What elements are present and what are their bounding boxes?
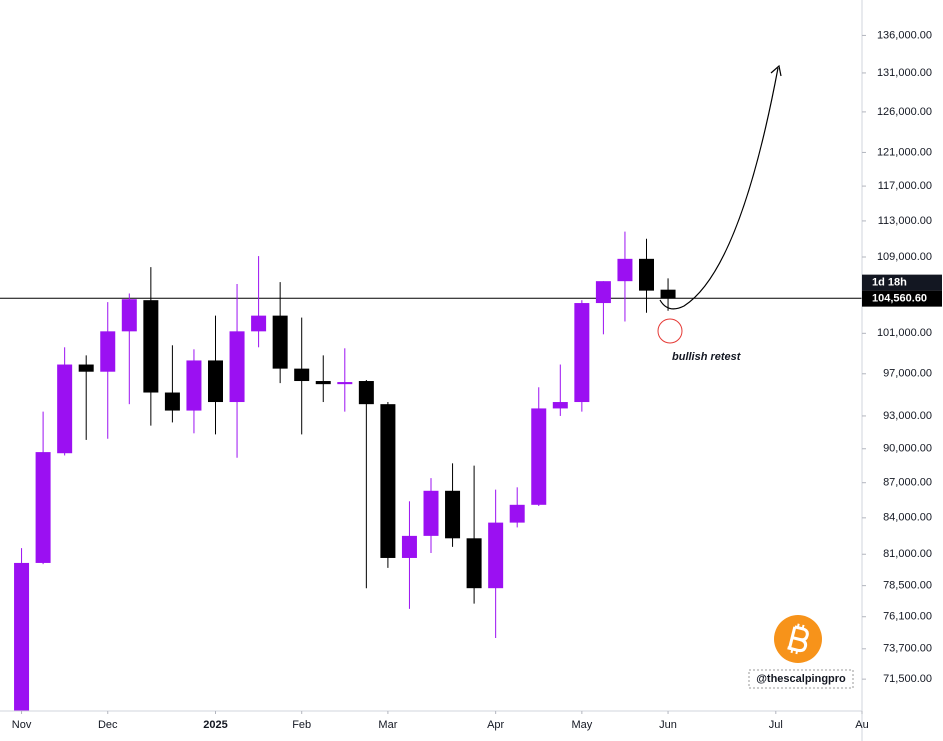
last-price-label: 104,560.60 — [872, 293, 927, 305]
candle-body — [315, 381, 331, 385]
y-tick-label: 81,000.00 — [883, 548, 932, 560]
last-price-box — [862, 290, 942, 307]
x-tick-label: May — [571, 719, 592, 731]
y-tick-label: 73,700.00 — [883, 643, 932, 655]
y-tick-label: 109,000.00 — [877, 251, 932, 263]
x-tick-label: Nov — [12, 719, 32, 731]
y-tick-label: 117,000.00 — [878, 180, 932, 192]
candle-body — [78, 364, 94, 372]
y-tick-label: 113,000.00 — [878, 215, 932, 227]
candle-body — [186, 360, 202, 411]
candle-body — [660, 289, 676, 299]
annotation: bullish retest — [672, 351, 742, 363]
candle-body — [509, 504, 525, 523]
candle-body — [617, 258, 633, 282]
retest-circle — [657, 318, 683, 344]
y-tick-label: 93,000.00 — [883, 410, 932, 422]
y-tick-label: 131,000.00 — [877, 67, 932, 79]
candle-body — [639, 258, 654, 291]
x-tick-label: Feb — [292, 719, 311, 731]
candle-body — [337, 382, 353, 385]
candle-body — [208, 360, 223, 403]
x-tick-label: 2025 — [203, 719, 227, 731]
candle-body — [272, 315, 288, 369]
y-tick-label: 121,000.00 — [877, 146, 932, 158]
plot-area — [0, 231, 862, 711]
candle-body — [531, 408, 547, 505]
candle-body — [57, 364, 73, 454]
candle-body — [14, 562, 30, 711]
y-tick-label: 84,000.00 — [883, 512, 932, 524]
candle-body — [595, 281, 611, 304]
watermark-box — [748, 669, 854, 689]
candle-body — [143, 300, 159, 393]
y-tick-label: 126,000.00 — [877, 106, 932, 118]
y-tick-label: 136,000.00 — [877, 29, 932, 41]
candle-body — [574, 303, 590, 403]
y-tick-label: 78,500.00 — [883, 580, 932, 592]
projection-arrow — [659, 67, 779, 310]
candle-body — [251, 315, 267, 332]
candle-body — [401, 535, 417, 558]
x-tick-label: Dec — [98, 719, 118, 731]
y-tick-label: 71,500.00 — [883, 673, 932, 685]
candle-body — [552, 402, 568, 409]
y-tick-label: 76,100.00 — [883, 611, 932, 623]
x-tick-label: Au — [855, 719, 868, 731]
candle-body — [466, 538, 482, 589]
candle-body — [294, 368, 310, 382]
x-tick-label: Mar — [378, 719, 397, 731]
y-tick-label: 101,000.00 — [877, 327, 932, 339]
y-tick-label: 90,000.00 — [883, 443, 932, 455]
candle-body — [229, 331, 245, 403]
x-tick-label: Jul — [769, 719, 783, 731]
x-tick-label: Jun — [659, 719, 677, 731]
candle-body — [121, 299, 137, 332]
x-tick-label: Apr — [487, 719, 504, 731]
y-tick-label: 97,000.00 — [883, 368, 932, 380]
countdown: 1d 18h — [872, 277, 907, 289]
candle-body — [380, 404, 396, 558]
candle-body — [488, 522, 504, 589]
candle-body — [100, 331, 116, 372]
watermark: @thescalpingpro — [756, 673, 846, 685]
countdown-box — [862, 274, 942, 291]
bitcoin-glyph — [787, 623, 809, 655]
candle-body — [35, 452, 51, 563]
candle-body — [358, 381, 374, 405]
y-tick-label: 87,000.00 — [883, 477, 932, 489]
candle-body — [445, 490, 461, 539]
arrow-head — [770, 64, 782, 77]
candle-body — [423, 490, 439, 536]
candle-body — [164, 392, 180, 411]
